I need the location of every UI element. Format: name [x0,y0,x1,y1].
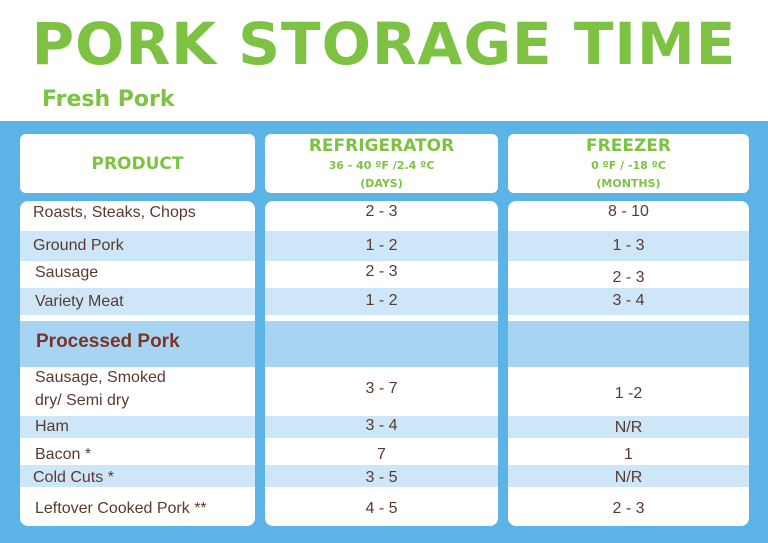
table-cell-product: Sausage, Smoked [35,369,166,386]
table-cell-freezer: 1 -2 [614,385,643,402]
processed-band [508,321,749,367]
storage-table-panel: PRODUCT REFRIGERATOR 36 - 40 ºF /2.4 ºC … [0,121,768,543]
row-band [20,231,255,261]
row-band [508,231,749,261]
row-band [265,231,498,261]
table-cell-freezer: 3 - 4 [612,292,645,309]
page-subtitle: Fresh Pork [42,87,175,112]
header-product: PRODUCT [20,134,255,193]
table-cell-refrigerator: 7 [377,446,386,463]
processed-band [265,321,498,367]
header-freezer: FREEZER 0 ºF / -18 ºC (MONTHS) [508,134,749,193]
table-cell-product: Sausage [35,264,99,281]
freezer-column: 8 - 10 1 - 3 2 - 3 3 - 4 1 -2 N/R 1 N/R … [508,201,749,526]
refrigerator-column: 2 - 3 1 - 2 2 - 3 1 - 2 3 - 7 3 - 4 7 3 … [265,201,498,526]
table-cell-refrigerator: 2 - 3 [365,203,398,220]
product-column: Roasts, Steaks, Chops Ground Pork Sausag… [20,201,255,526]
table-cell-freezer: 2 - 3 [612,269,645,286]
header-refrigerator-temp: 36 - 40 ºF /2.4 ºC [328,158,435,172]
row-band [265,416,498,438]
table-cell-product: dry/ Semi dry [35,392,130,409]
header-refrigerator-unit: (DAYS) [360,176,403,190]
row-band [265,465,498,487]
table-cell-refrigerator: 1 - 2 [365,292,398,309]
table-cell-refrigerator: 1 - 2 [365,237,398,254]
table-cell-freezer: 1 - 3 [612,237,645,254]
table-cell-freezer: N/R [614,469,643,486]
processed-band [20,321,255,367]
row-band [20,465,255,487]
header-refrigerator-title: REFRIGERATOR [308,135,455,156]
table-cell-freezer: 1 [624,446,633,463]
table-cell-refrigerator: 2 - 3 [365,263,398,280]
table-cell-refrigerator: 4 - 5 [365,500,398,517]
table-cell-refrigerator: 3 - 7 [365,380,398,397]
table-cell-refrigerator: 3 - 5 [365,469,398,486]
row-band [508,465,749,487]
row-band [508,416,749,438]
page-title: PORK STORAGE TIME [31,10,737,78]
table-cell-product: Ground Pork [33,237,124,254]
table-cell-product: Cold Cuts * [33,469,114,486]
table-cell-product: Variety Meat [35,293,124,310]
header-freezer-title: FREEZER [586,135,671,156]
table-cell-product: Roasts, Steaks, Chops [33,204,196,221]
row-band [20,288,255,315]
table-cell-refrigerator: 3 - 4 [365,417,398,434]
table-cell-product: Bacon * [35,446,92,463]
table-cell-freezer: 2 - 3 [612,500,645,517]
row-band [265,288,498,315]
header-product-label: PRODUCT [91,153,184,174]
processed-pork-label: Processed Pork [36,331,180,352]
row-band [508,288,749,315]
header-refrigerator: REFRIGERATOR 36 - 40 ºF /2.4 ºC (DAYS) [265,134,498,193]
row-band [20,416,255,438]
header-freezer-temp: 0 ºF / -18 ºC [591,158,666,172]
table-cell-product: Leftover Cooked Pork ** [35,500,207,517]
table-cell-freezer: 8 - 10 [608,203,649,220]
header-freezer-unit: (MONTHS) [596,176,661,190]
table-cell-freezer: N/R [614,419,643,436]
table-cell-product: Ham [35,418,69,435]
